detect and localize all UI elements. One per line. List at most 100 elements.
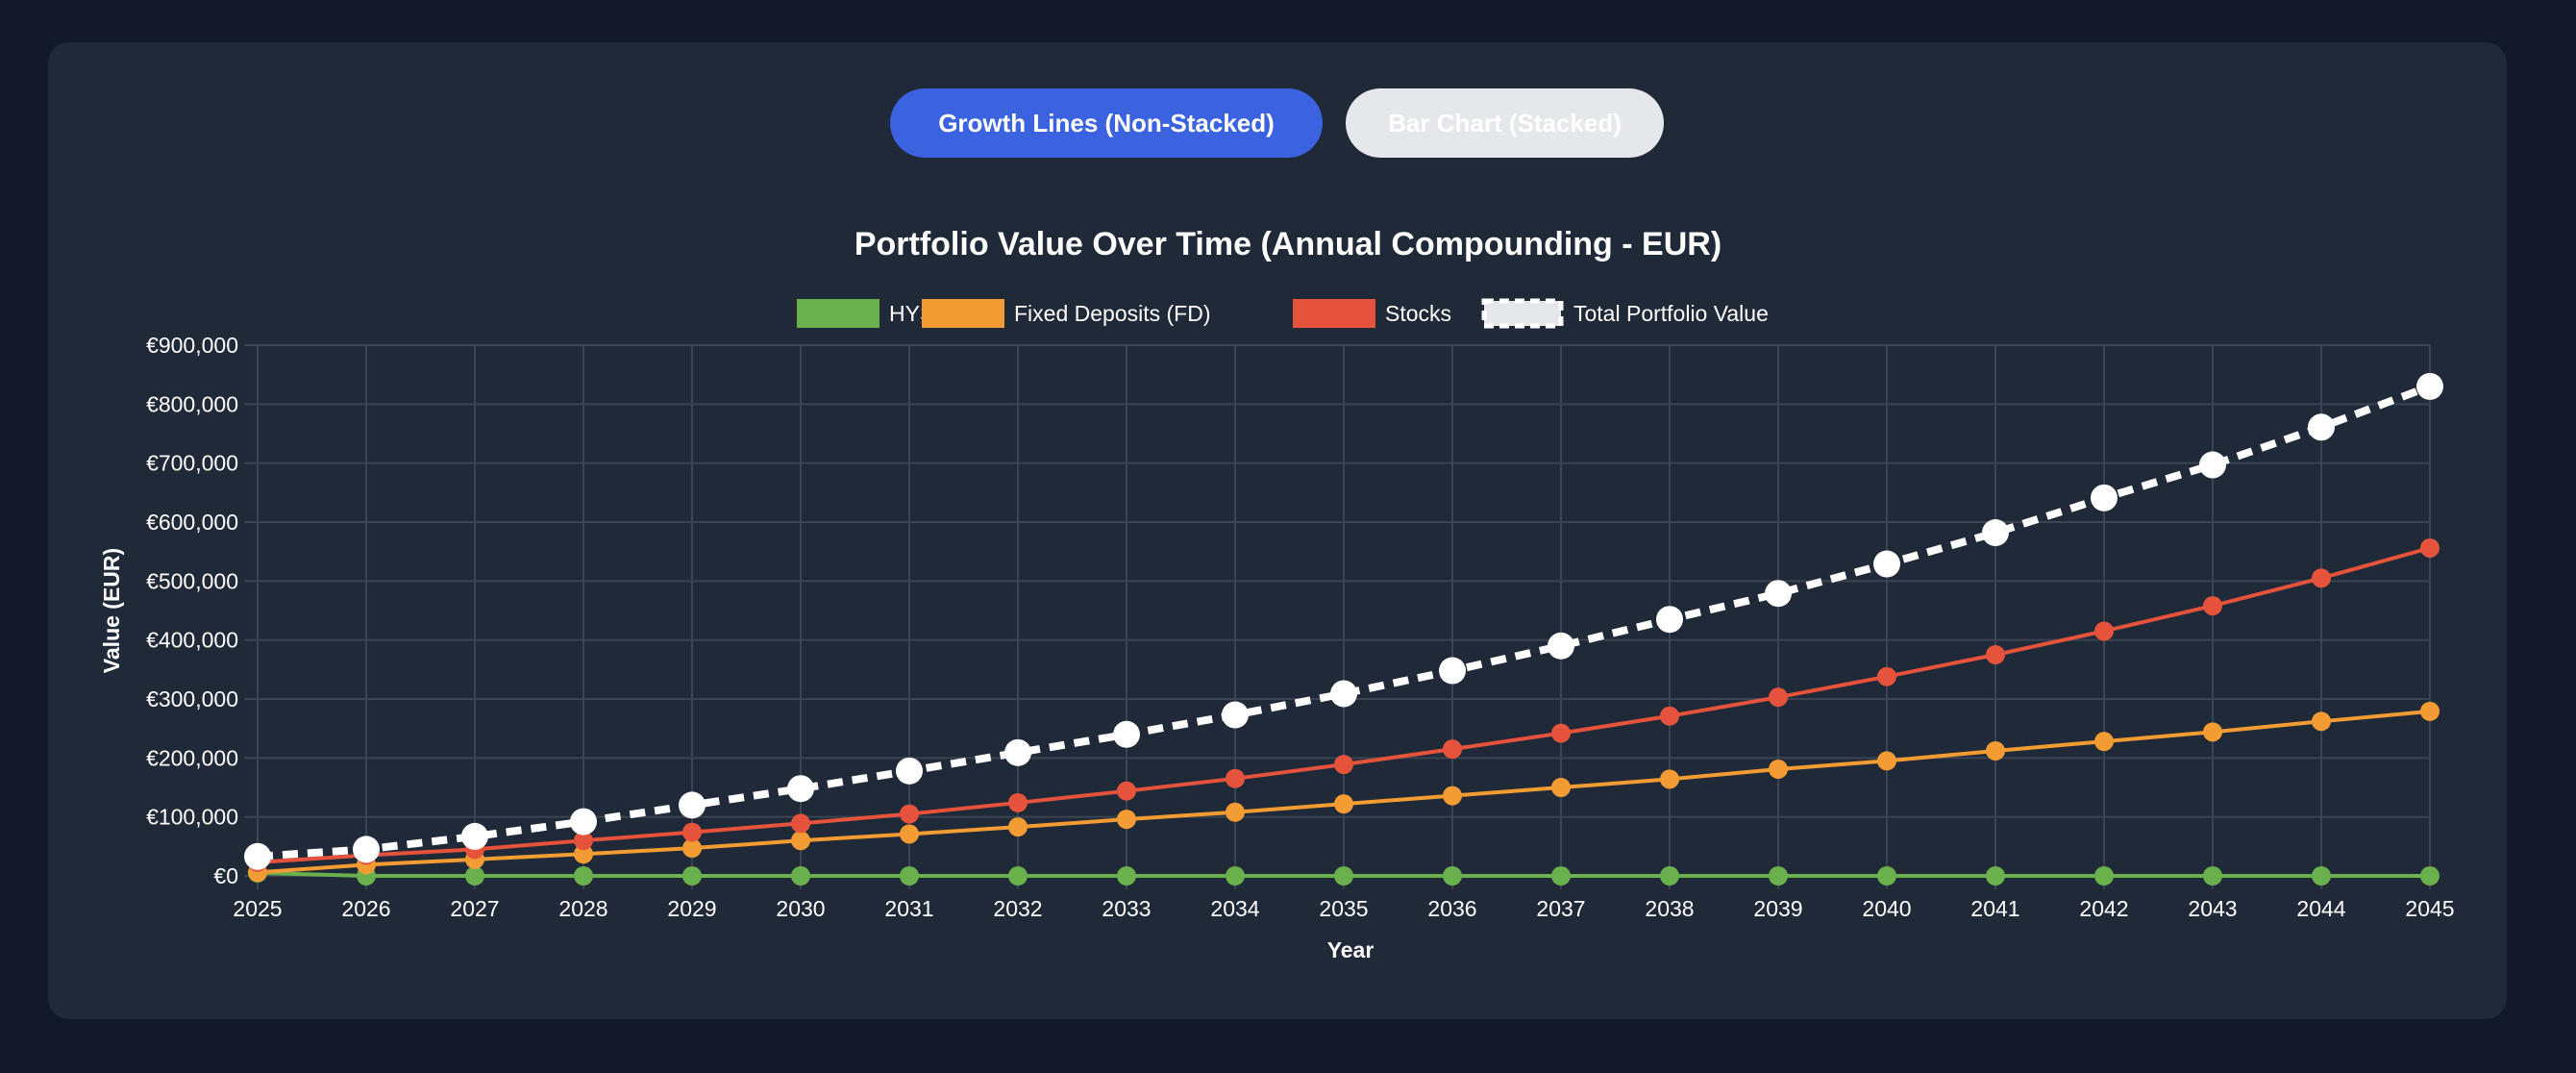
legend-swatch-1 <box>922 299 1004 328</box>
grid: €0 €100,000 €200,000 €300,000 €400,000 €500,0… <box>146 333 2455 921</box>
data-point <box>2308 413 2335 441</box>
data-point <box>1660 769 1679 789</box>
data-point <box>1551 778 1571 797</box>
data-point <box>1113 720 1140 748</box>
data-point <box>2420 866 2440 886</box>
legend-label: Total Portfolio Value <box>1573 301 1769 326</box>
growth-lines-button[interactable]: Growth Lines (Non-Stacked) <box>890 88 1323 158</box>
x-tick-label: 2040 <box>1862 896 1911 921</box>
y-tick-label: €100,000 <box>146 805 238 830</box>
chart-card <box>48 42 2507 1019</box>
data-point <box>1986 740 2005 761</box>
y-tick-label: €500,000 <box>146 568 238 593</box>
x-tick-label: 2043 <box>2188 896 2237 921</box>
series-group <box>244 372 2443 886</box>
data-point <box>1226 866 1245 886</box>
data-point <box>1004 738 1031 766</box>
data-point <box>2312 568 2331 588</box>
data-point <box>2420 537 2440 558</box>
x-tick-label: 2042 <box>2079 896 2128 921</box>
data-point <box>900 804 919 824</box>
x-tick-label: 2032 <box>993 896 1042 921</box>
x-tick-label: 2039 <box>1753 896 1802 921</box>
data-point <box>791 866 810 886</box>
data-point <box>787 775 814 803</box>
data-point <box>1660 866 1679 886</box>
data-point <box>1226 802 1245 822</box>
data-point <box>2199 451 2226 479</box>
x-tick-label: 2026 <box>341 896 390 921</box>
y-tick-label: €0 <box>213 863 238 888</box>
data-point <box>1443 786 1462 806</box>
data-point <box>1986 866 2005 886</box>
x-axis-label: Year <box>1327 937 1375 962</box>
data-point <box>1117 866 1136 886</box>
data-point <box>574 866 593 886</box>
data-point <box>1226 768 1245 788</box>
data-point <box>1765 580 1792 608</box>
data-point <box>1986 645 2005 664</box>
y-tick-label: €900,000 <box>146 333 238 358</box>
data-point <box>2094 866 2114 886</box>
data-point <box>2094 621 2114 641</box>
data-point <box>1769 866 1788 886</box>
data-point <box>1439 657 1466 685</box>
data-point <box>2203 866 2222 886</box>
y-tick-label: €300,000 <box>146 686 238 711</box>
y-tick-label: €400,000 <box>146 628 238 653</box>
x-tick-label: 2037 <box>1536 896 1585 921</box>
data-point <box>1443 866 1462 886</box>
x-tick-label: 2035 <box>1319 896 1368 921</box>
data-point <box>574 831 593 851</box>
data-point <box>2420 701 2440 721</box>
x-tick-label: 2030 <box>776 896 825 921</box>
data-point <box>465 866 484 886</box>
data-point <box>1769 759 1788 779</box>
y-tick-label: €200,000 <box>146 745 238 770</box>
data-point <box>1551 723 1571 743</box>
data-point <box>900 824 919 844</box>
data-point <box>1877 666 1896 686</box>
data-point <box>1008 792 1028 812</box>
data-point <box>2091 484 2118 512</box>
y-tick-label: €800,000 <box>146 391 238 416</box>
x-tick-label: 2031 <box>884 896 933 921</box>
data-point <box>244 842 271 870</box>
legend-swatch-2 <box>1293 299 1375 328</box>
data-point <box>2312 711 2331 732</box>
x-tick-label: 2029 <box>667 896 716 921</box>
y-tick-label: €700,000 <box>146 451 238 476</box>
data-point <box>1982 519 2009 547</box>
data-point <box>1660 706 1679 726</box>
data-point <box>1769 687 1788 708</box>
data-point <box>682 866 702 886</box>
x-tick-label: 2041 <box>1970 896 2019 921</box>
data-point <box>1117 781 1136 801</box>
series-line-3 <box>257 383 2432 861</box>
data-point <box>679 791 706 819</box>
x-tick-label: 2028 <box>558 896 607 921</box>
data-point <box>2416 372 2443 400</box>
x-tick-label: 2025 <box>233 896 282 921</box>
data-point <box>353 836 380 863</box>
data-point <box>1548 632 1574 660</box>
x-tick-label: 2036 <box>1427 896 1476 921</box>
data-point <box>791 831 810 851</box>
data-point <box>1551 866 1571 886</box>
legend-label: Fixed Deposits (FD) <box>1014 301 1210 326</box>
data-point <box>1877 866 1896 886</box>
data-point <box>1443 739 1462 760</box>
data-point <box>791 813 810 834</box>
data-point <box>900 866 919 886</box>
data-point <box>2203 596 2222 616</box>
data-point <box>1334 755 1353 775</box>
data-point <box>1873 550 1900 578</box>
data-point <box>2203 722 2222 742</box>
x-tick-label: 2033 <box>1102 896 1151 921</box>
bar-chart-button[interactable]: Bar Chart (Stacked) <box>1346 88 1664 158</box>
y-tick-label: €600,000 <box>146 510 238 535</box>
x-tick-label: 2038 <box>1645 896 1694 921</box>
data-point <box>1222 701 1249 729</box>
legend: HYSA Fixed Deposits (FD) Stocks Total Portf… <box>797 298 1769 329</box>
